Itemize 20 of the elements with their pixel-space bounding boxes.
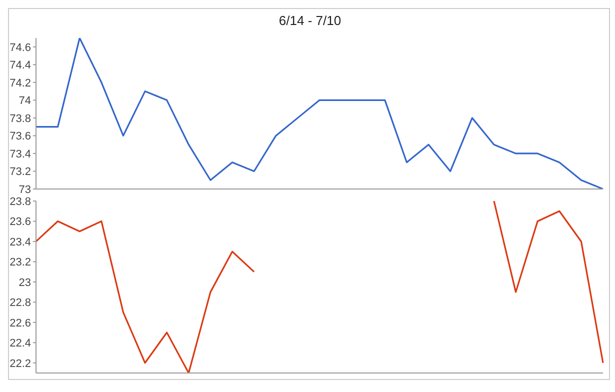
- y-tick-label: 23.6: [10, 216, 31, 228]
- y-tick-label: 22.2: [10, 358, 31, 370]
- y-tick-label: 23: [18, 276, 31, 289]
- y-tick-label: 22.8: [10, 297, 31, 310]
- y-tick-label: 73.2: [10, 166, 31, 178]
- y-tick-label: 22.4: [10, 338, 31, 350]
- y-tick-label: 74.2: [10, 77, 31, 90]
- y-tick-label: 23.2: [10, 256, 31, 269]
- y-tick-label: 73.6: [10, 130, 31, 143]
- y-tick-label: 23.4: [10, 236, 31, 248]
- y-tick-label: 74.4: [10, 60, 31, 72]
- y-tick-label: 73: [18, 184, 31, 196]
- y-tick-label: 74.6: [10, 42, 31, 54]
- y-tick-label: 23.8: [10, 196, 31, 208]
- y-tick-label: 73.8: [10, 112, 31, 125]
- chart-title: 6/14 - 7/10: [278, 13, 342, 28]
- line-series: [35, 38, 604, 189]
- y-tick-label: 73.4: [10, 148, 31, 160]
- y-tick-label: 22.6: [10, 317, 31, 330]
- y-tick-label: 74: [18, 95, 31, 108]
